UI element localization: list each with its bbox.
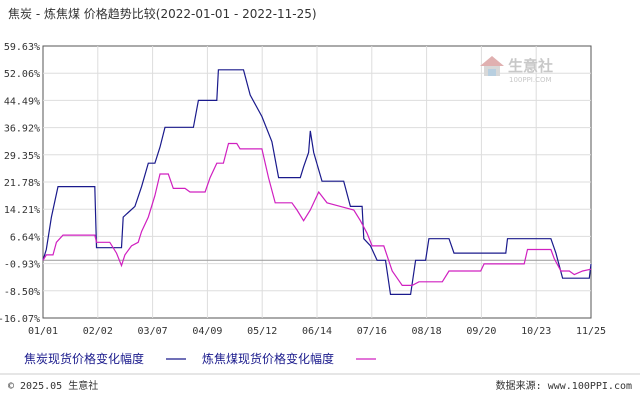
x-tick-label: 07/16 xyxy=(357,326,387,337)
y-tick-label: -8.50% xyxy=(4,287,40,298)
coke-price-line xyxy=(42,69,592,295)
y-tick-label: 52.06% xyxy=(4,69,40,80)
y-tick-label: 14.21% xyxy=(4,205,40,216)
x-tick-label: 04/09 xyxy=(192,326,222,337)
watermark-brand: 生意社 xyxy=(508,57,553,75)
house-icon xyxy=(480,56,504,76)
x-tick-label: 09/20 xyxy=(466,326,496,337)
y-tick-label: 29.35% xyxy=(4,151,40,162)
y-tick-label: 21.78% xyxy=(4,178,40,189)
y-axis-ticks: 59.63% 52.06% 44.49% 36.92% 29.35% 21.78% 14.2… xyxy=(0,42,40,325)
series-lines xyxy=(42,69,592,295)
x-tick-label: 10/23 xyxy=(521,326,551,337)
legend: 焦炭现货价格变化幅度 炼焦煤现货价格变化幅度 xyxy=(24,351,376,366)
chart-title: 焦炭 - 炼焦煤 价格趋势比较(2022-01-01 - 2022-11-25) xyxy=(8,6,317,21)
legend-label-coking-coal: 炼焦煤现货价格变化幅度 xyxy=(202,351,334,366)
y-tick-label: 44.49% xyxy=(4,96,40,107)
footer-copyright: © 2025.05 生意社 xyxy=(8,379,98,392)
watermark-logo: 生意社 100PPI.COM xyxy=(480,56,553,84)
x-axis-ticks: 01/01 02/02 03/07 04/09 05/12 06/14 07/16 08/18… xyxy=(28,326,606,337)
watermark-site: 100PPI.COM xyxy=(509,76,552,84)
x-tick-label: 06/14 xyxy=(302,326,332,337)
y-tick-label: 59.63% xyxy=(4,42,40,53)
x-tick-label: 02/02 xyxy=(83,326,113,337)
x-tick-label: 01/01 xyxy=(28,326,58,337)
x-tick-label: 11/25 xyxy=(576,326,606,337)
y-tick-label: 36.92% xyxy=(4,124,40,135)
y-tick-label: 6.64% xyxy=(10,232,40,243)
y-tick-label: -0.93% xyxy=(4,260,40,271)
footer-source: 数据来源: www.100PPI.com xyxy=(496,379,632,392)
x-tick-label: 03/07 xyxy=(138,326,168,337)
coking-coal-price-line xyxy=(42,142,592,286)
x-tick-label: 05/12 xyxy=(247,326,277,337)
y-tick-label: -16.07% xyxy=(0,314,40,325)
x-tick-label: 08/18 xyxy=(412,326,442,337)
legend-label-coke: 焦炭现货价格变化幅度 xyxy=(24,351,144,366)
